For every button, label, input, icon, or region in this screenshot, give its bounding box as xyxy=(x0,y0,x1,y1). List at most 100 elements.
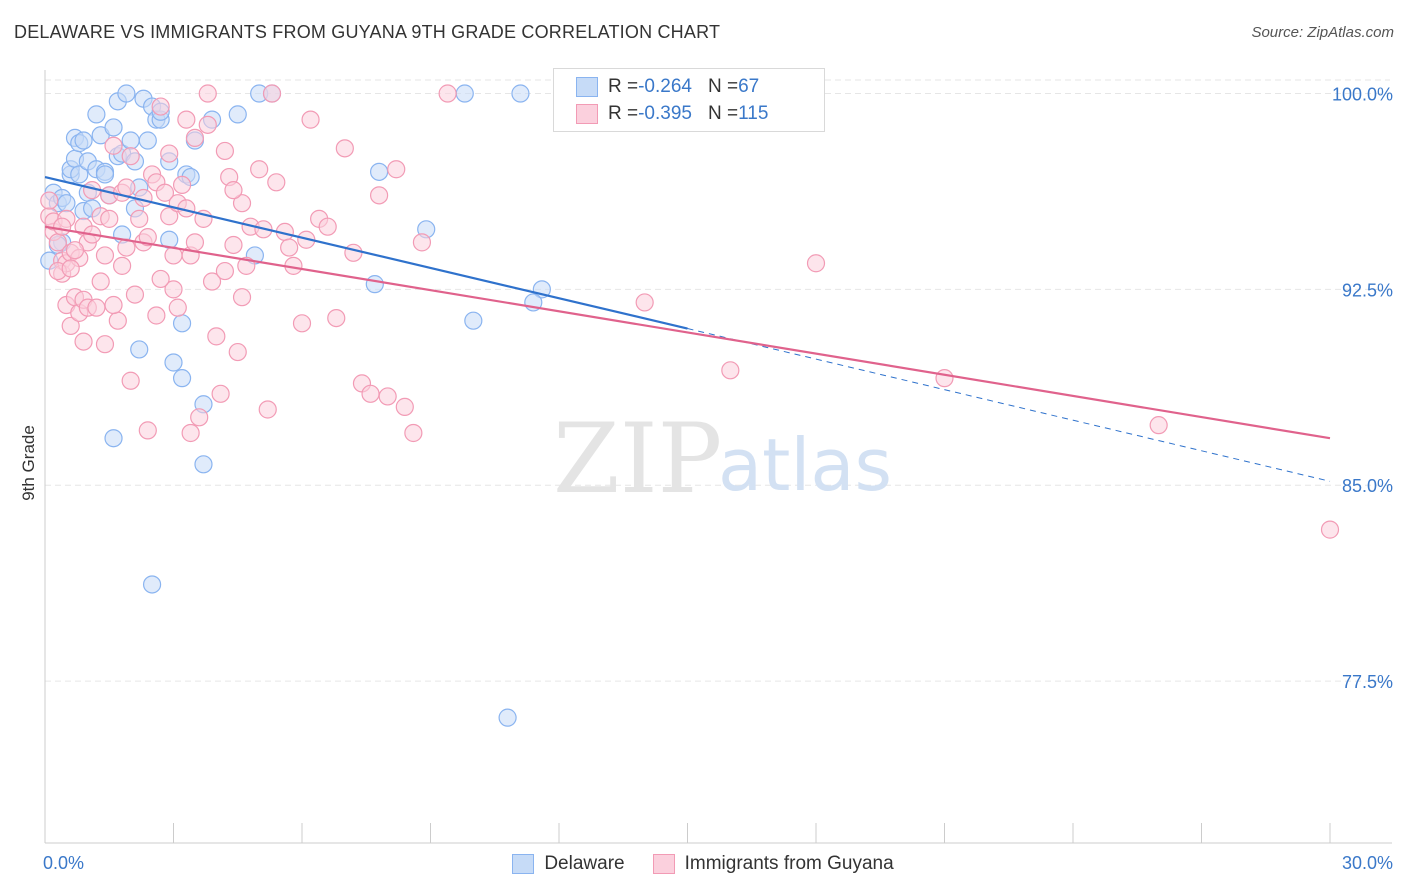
point-guyana xyxy=(155,183,175,202)
point-guyana xyxy=(207,327,226,346)
point-guyana xyxy=(438,84,457,103)
point-guyana xyxy=(185,128,205,147)
trend-line-guyana xyxy=(44,225,1331,440)
trend-lines xyxy=(44,176,1331,482)
point-guyana xyxy=(327,308,346,328)
point-guyana xyxy=(228,342,247,362)
point-guyana xyxy=(164,280,183,299)
x-tick-label: 0.0% xyxy=(43,853,84,873)
legend-swatch-delaware xyxy=(512,854,535,874)
point-guyana xyxy=(138,421,157,440)
stats-row-guyana: R = -0.395 N = 115 xyxy=(576,100,768,128)
point-guyana xyxy=(95,335,115,354)
point-guyana xyxy=(361,384,380,403)
point-guyana xyxy=(181,423,200,443)
point-guyana xyxy=(250,160,269,179)
point-guyana xyxy=(224,235,243,255)
point-guyana xyxy=(61,316,80,336)
y-tick-label: 85.0% xyxy=(1342,476,1393,496)
point-guyana xyxy=(112,256,132,275)
legend-label-guyana: Immigrants from Guyana xyxy=(684,853,894,874)
trend-line-delaware xyxy=(44,176,688,330)
chart-title: DELAWARE VS IMMIGRANTS FROM GUYANA 9TH G… xyxy=(14,22,721,42)
point-guyana xyxy=(262,84,282,103)
point-guyana xyxy=(121,371,140,390)
legend-item-guyana: Immigrants from Guyana xyxy=(652,853,894,875)
point-delaware xyxy=(130,340,149,359)
point-guyana xyxy=(198,84,217,103)
point-guyana xyxy=(61,259,80,278)
point-delaware xyxy=(57,194,76,213)
point-guyana xyxy=(387,160,406,179)
point-guyana xyxy=(151,269,170,289)
point-guyana xyxy=(87,298,106,317)
point-guyana xyxy=(721,361,740,380)
point-guyana xyxy=(168,298,187,317)
series-legend: Delaware Immigrants from Guyana xyxy=(0,850,1406,878)
legend-swatch-guyana xyxy=(576,104,598,124)
point-delaware xyxy=(498,708,517,727)
point-guyana xyxy=(232,288,252,307)
point-delaware xyxy=(370,162,389,181)
y-tick-label: 92.5% xyxy=(1342,280,1393,300)
point-delaware xyxy=(117,84,136,103)
point-delaware xyxy=(365,275,384,294)
point-delaware xyxy=(138,131,157,150)
y-tick-label: 100.0% xyxy=(1332,85,1393,105)
point-guyana xyxy=(147,306,166,325)
r-label: R = xyxy=(608,76,639,97)
tick-labels: 100.0% 92.5% 85.0% 77.5% 0.0% 30.0% xyxy=(43,85,1393,873)
point-delaware xyxy=(95,165,115,184)
n-value: 67 xyxy=(738,76,760,97)
grid-lines xyxy=(45,79,1390,682)
watermark-atlas: atlas xyxy=(718,423,892,507)
watermark-zip: ZIP xyxy=(553,403,722,515)
point-guyana xyxy=(74,332,93,351)
point-guyana xyxy=(215,141,234,161)
point-delaware xyxy=(142,575,162,594)
legend-label-delaware: Delaware xyxy=(544,853,625,874)
point-delaware xyxy=(74,131,93,150)
point-delaware xyxy=(228,105,247,124)
point-guyana xyxy=(267,173,286,192)
point-guyana xyxy=(224,181,243,200)
point-guyana xyxy=(130,209,149,228)
point-guyana xyxy=(65,241,85,260)
point-guyana xyxy=(160,207,179,226)
point-guyana xyxy=(185,233,205,252)
point-guyana xyxy=(301,110,320,129)
source-label: Source: ZipAtlas.com xyxy=(1251,24,1394,41)
point-guyana xyxy=(211,384,230,403)
point-guyana xyxy=(91,272,110,291)
point-guyana xyxy=(190,408,209,427)
point-delaware xyxy=(87,105,106,124)
point-guyana xyxy=(404,423,423,443)
point-delaware xyxy=(104,118,123,137)
point-guyana xyxy=(280,238,299,257)
stats-legend: R = -0.264 N = 67 R = -0.395 N = 115 xyxy=(553,68,825,132)
legend-item-delaware: Delaware xyxy=(512,853,625,875)
point-delaware xyxy=(70,165,89,184)
legend-swatch-guyana xyxy=(652,854,675,874)
point-guyana xyxy=(1320,520,1340,539)
point-guyana xyxy=(370,186,389,205)
point-guyana xyxy=(53,217,72,236)
point-guyana xyxy=(935,369,954,388)
point-guyana xyxy=(395,397,414,416)
legend-swatch-delaware xyxy=(576,77,598,97)
point-guyana xyxy=(215,261,234,281)
point-guyana xyxy=(318,217,337,236)
point-delaware xyxy=(164,353,183,372)
r-value: -0.395 xyxy=(638,103,692,124)
point-delaware xyxy=(194,455,213,474)
point-guyana xyxy=(335,139,354,158)
point-delaware xyxy=(104,429,123,448)
point-guyana xyxy=(160,144,179,163)
x-tick-label: 30.0% xyxy=(1342,853,1393,873)
point-guyana xyxy=(125,285,145,304)
r-label: R = xyxy=(608,103,639,124)
point-delaware xyxy=(121,131,140,150)
point-guyana xyxy=(378,387,397,406)
point-guyana xyxy=(100,209,119,228)
